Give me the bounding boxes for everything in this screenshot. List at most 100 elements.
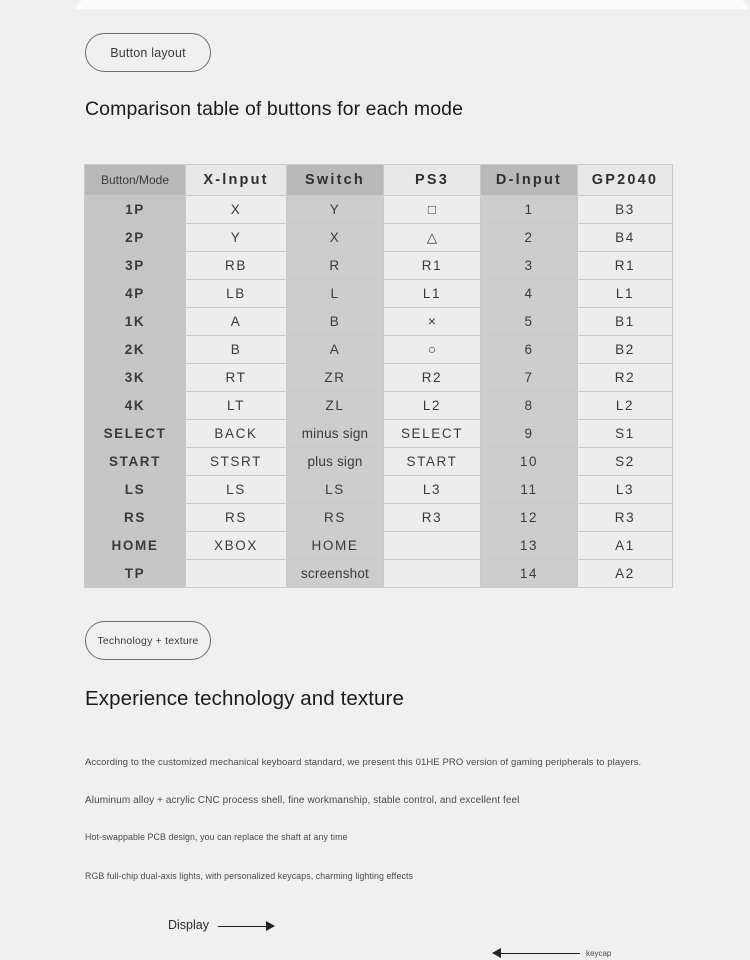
cell-switch: LS (287, 476, 383, 503)
cell-x-input: A (186, 308, 286, 335)
cell-switch: Y (287, 196, 383, 223)
cell-switch: minus sign (287, 420, 383, 447)
cell-x-input (186, 560, 286, 587)
cell-x-input: XBOX (186, 532, 286, 559)
cell-ps3: L3 (384, 476, 480, 503)
table-row: SELECT BACK minus sign SELECT 9 S1 (85, 420, 672, 447)
cell-ps3: △ (384, 224, 480, 251)
cell-gp2040: A1 (578, 532, 672, 559)
cell-button-mode: 2P (85, 224, 185, 251)
cell-ps3: × (384, 308, 480, 335)
column-header-gp2040: GP2040 (578, 165, 672, 195)
cell-d-input: 12 (481, 504, 577, 531)
cell-gp2040: L2 (578, 392, 672, 419)
table-row: 4K LT ZL L2 8 L2 (85, 392, 672, 419)
tag-technology-texture-label: Technology + texture (97, 634, 199, 647)
cell-x-input: BACK (186, 420, 286, 447)
cell-button-mode: HOME (85, 532, 185, 559)
cell-button-mode: 1P (85, 196, 185, 223)
product-exploded-render (0, 895, 750, 960)
table-row: RS RS RS R3 12 R3 (85, 504, 672, 531)
cell-d-input: 13 (481, 532, 577, 559)
cell-x-input: B (186, 336, 286, 363)
table-row: 2P Y X △ 2 B4 (85, 224, 672, 251)
display-callout-line (218, 926, 268, 928)
column-header-ps3: PS3 (384, 165, 480, 195)
cell-d-input: 11 (481, 476, 577, 503)
cell-button-mode: LS (85, 476, 185, 503)
table-row: HOME XBOX HOME 13 A1 (85, 532, 672, 559)
cell-ps3: R2 (384, 364, 480, 391)
cell-switch: RS (287, 504, 383, 531)
feature-paragraph-2: Aluminum alloy + acrylic CNC process she… (85, 795, 520, 806)
cell-d-input: 2 (481, 224, 577, 251)
keycap-callout-line (500, 953, 580, 955)
cell-button-mode: 4P (85, 280, 185, 307)
cell-ps3: □ (384, 196, 480, 223)
feature-paragraph-3: Hot-swappable PCB design, you can replac… (85, 832, 348, 842)
cell-d-input: 4 (481, 280, 577, 307)
button-comparison-table-wrap: Button/Mode X-lnput Switch PS3 D-lnput G… (84, 164, 673, 588)
cell-x-input: LT (186, 392, 286, 419)
cell-d-input: 5 (481, 308, 577, 335)
cell-button-mode: 3P (85, 252, 185, 279)
cell-ps3: R1 (384, 252, 480, 279)
cell-ps3: R3 (384, 504, 480, 531)
cell-d-input: 14 (481, 560, 577, 587)
column-header-d-input: D-lnput (481, 165, 577, 195)
cell-gp2040: L3 (578, 476, 672, 503)
cell-d-input: 6 (481, 336, 577, 363)
cell-switch: B (287, 308, 383, 335)
table-row: 2K B A ○ 6 B2 (85, 336, 672, 363)
cell-switch: screenshot (287, 560, 383, 587)
cell-ps3: ○ (384, 336, 480, 363)
cell-x-input: LB (186, 280, 286, 307)
cell-d-input: 9 (481, 420, 577, 447)
cell-gp2040: L1 (578, 280, 672, 307)
tag-button-layout-label: Button layout (110, 45, 186, 60)
cell-x-input: X (186, 196, 286, 223)
cell-switch: plus sign (287, 448, 383, 475)
tag-technology-texture[interactable]: Technology + texture (85, 621, 211, 660)
cell-switch: X (287, 224, 383, 251)
heading-experience-technology: Experience technology and texture (85, 687, 404, 710)
cell-switch: HOME (287, 532, 383, 559)
cell-x-input: LS (186, 476, 286, 503)
cell-ps3 (384, 560, 480, 587)
cell-ps3: L2 (384, 392, 480, 419)
cell-gp2040: B4 (578, 224, 672, 251)
cell-switch: A (287, 336, 383, 363)
cell-x-input: STSRT (186, 448, 286, 475)
cell-d-input: 7 (481, 364, 577, 391)
table-row: 3K RT ZR R2 7 R2 (85, 364, 672, 391)
tag-button-layout[interactable]: Button layout (85, 33, 211, 72)
cell-gp2040: B1 (578, 308, 672, 335)
keycap-callout-label: keycap (586, 949, 612, 958)
cell-switch: ZR (287, 364, 383, 391)
cell-ps3: L1 (384, 280, 480, 307)
button-comparison-table: Button/Mode X-lnput Switch PS3 D-lnput G… (84, 164, 673, 588)
keycap-callout-arrow-icon (492, 948, 501, 958)
cell-x-input: RB (186, 252, 286, 279)
table-row: 1P X Y □ 1 B3 (85, 196, 672, 223)
cell-switch: L (287, 280, 383, 307)
cell-button-mode: SELECT (85, 420, 185, 447)
cell-button-mode: 1K (85, 308, 185, 335)
column-header-switch: Switch (287, 165, 383, 195)
cell-ps3 (384, 532, 480, 559)
cell-d-input: 8 (481, 392, 577, 419)
cell-gp2040: S2 (578, 448, 672, 475)
cell-button-mode: 4K (85, 392, 185, 419)
cell-button-mode: RS (85, 504, 185, 531)
feature-paragraph-1: According to the customized mechanical k… (85, 757, 642, 768)
cell-gp2040: B3 (578, 196, 672, 223)
cell-button-mode: TP (85, 560, 185, 587)
cell-gp2040: R2 (578, 364, 672, 391)
table-row: 4P LB L L1 4 L1 (85, 280, 672, 307)
cell-x-input: Y (186, 224, 286, 251)
cell-d-input: 10 (481, 448, 577, 475)
cell-button-mode: START (85, 448, 185, 475)
cell-d-input: 3 (481, 252, 577, 279)
table-row: TP screenshot 14 A2 (85, 560, 672, 587)
cell-x-input: RT (186, 364, 286, 391)
